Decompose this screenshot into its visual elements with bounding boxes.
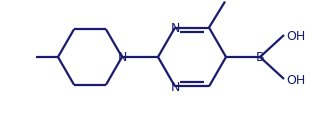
Text: N: N xyxy=(117,51,127,64)
Text: N: N xyxy=(170,22,180,35)
Text: OH: OH xyxy=(286,29,305,42)
Text: B: B xyxy=(256,51,264,64)
Text: OH: OH xyxy=(286,73,305,86)
Text: N: N xyxy=(170,80,180,93)
